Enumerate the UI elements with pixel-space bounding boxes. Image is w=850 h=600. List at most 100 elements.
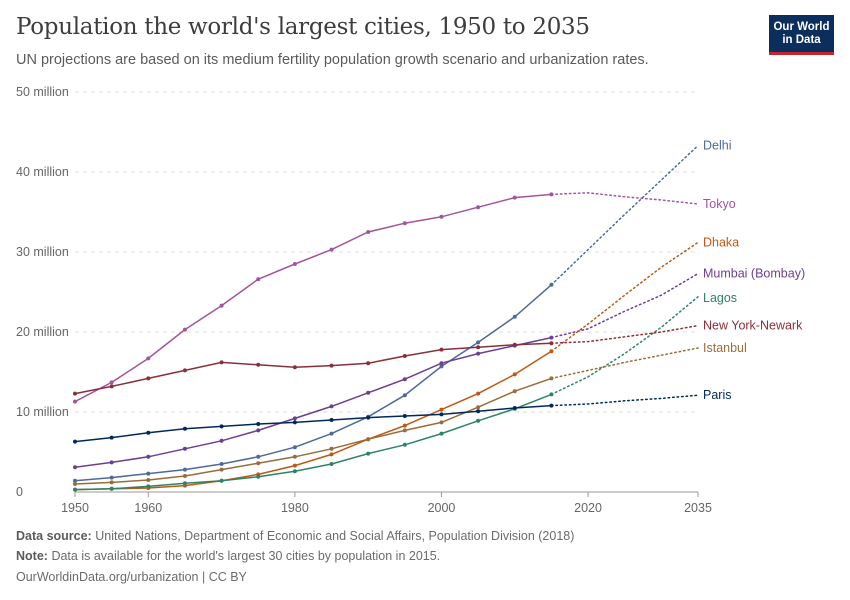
- data-point-istanbul[interactable]: [292, 454, 297, 459]
- series-projection-tokyo[interactable]: [550, 192, 699, 205]
- data-point-lagos[interactable]: [402, 442, 407, 447]
- data-point-istanbul[interactable]: [146, 478, 151, 482]
- data-point-delhi[interactable]: [109, 475, 114, 480]
- data-point-istanbul[interactable]: [219, 467, 224, 472]
- data-point-tokyo[interactable]: [73, 399, 77, 404]
- data-point-delhi[interactable]: [329, 431, 334, 436]
- data-point-dhaka[interactable]: [329, 452, 334, 457]
- series-line-delhi[interactable]: [74, 284, 552, 482]
- data-point-paris[interactable]: [292, 420, 297, 425]
- data-point-istanbul[interactable]: [256, 461, 261, 466]
- data-point-delhi[interactable]: [476, 340, 481, 345]
- data-point-istanbul[interactable]: [73, 482, 77, 486]
- data-point-lagos[interactable]: [439, 431, 444, 436]
- series-line-tokyo[interactable]: [74, 193, 552, 403]
- data-point-lagos[interactable]: [219, 478, 224, 483]
- data-point-delhi[interactable]: [146, 471, 151, 476]
- data-point-lagos[interactable]: [73, 487, 77, 492]
- data-point-mumbai-bombay[interactable]: [73, 465, 77, 470]
- data-point-istanbul[interactable]: [439, 420, 444, 425]
- data-point-new-york-newark[interactable]: [329, 363, 334, 368]
- data-point-tokyo[interactable]: [109, 380, 114, 385]
- data-point-istanbul[interactable]: [366, 437, 371, 442]
- data-point-mumbai-bombay[interactable]: [402, 377, 407, 382]
- data-point-dhaka[interactable]: [549, 349, 554, 354]
- data-point-lagos[interactable]: [292, 469, 297, 474]
- data-point-dhaka[interactable]: [292, 463, 297, 468]
- series-line-dhaka[interactable]: [74, 350, 552, 491]
- data-point-delhi[interactable]: [439, 364, 444, 369]
- data-point-new-york-newark[interactable]: [292, 365, 297, 370]
- data-point-tokyo[interactable]: [476, 205, 481, 210]
- data-point-mumbai-bombay[interactable]: [182, 446, 187, 451]
- data-point-istanbul[interactable]: [182, 474, 187, 478]
- data-point-dhaka[interactable]: [476, 391, 481, 396]
- data-point-tokyo[interactable]: [256, 277, 261, 282]
- data-point-paris[interactable]: [512, 406, 517, 410]
- series-projection-delhi[interactable]: [550, 144, 699, 286]
- data-point-paris[interactable]: [402, 414, 407, 418]
- data-point-delhi[interactable]: [256, 454, 261, 459]
- data-point-mumbai-bombay[interactable]: [439, 361, 444, 366]
- data-point-istanbul[interactable]: [329, 446, 334, 451]
- data-point-new-york-newark[interactable]: [439, 347, 444, 352]
- data-point-istanbul[interactable]: [512, 389, 517, 394]
- data-point-lagos[interactable]: [109, 486, 114, 491]
- data-point-delhi[interactable]: [182, 467, 187, 472]
- data-point-delhi[interactable]: [219, 462, 224, 466]
- series-line-new-york-newark[interactable]: [74, 342, 552, 395]
- source-url[interactable]: OurWorldinData.org/urbanization | CC BY: [16, 570, 247, 584]
- data-point-mumbai-bombay[interactable]: [476, 351, 481, 356]
- data-point-tokyo[interactable]: [146, 356, 151, 361]
- data-point-istanbul[interactable]: [549, 376, 554, 381]
- data-point-delhi[interactable]: [73, 478, 77, 483]
- series-projection-dhaka[interactable]: [550, 241, 699, 352]
- series-projection-mumbai-bombay[interactable]: [550, 272, 699, 339]
- series-line-lagos[interactable]: [74, 393, 552, 491]
- data-point-lagos[interactable]: [146, 484, 151, 489]
- data-point-new-york-newark[interactable]: [182, 368, 187, 373]
- data-point-new-york-newark[interactable]: [256, 362, 261, 367]
- data-point-lagos[interactable]: [476, 418, 481, 423]
- data-point-paris[interactable]: [366, 415, 371, 420]
- data-point-new-york-newark[interactable]: [549, 341, 554, 346]
- series-projection-paris[interactable]: [550, 394, 699, 407]
- series-projection-new-york-newark[interactable]: [550, 324, 699, 344]
- data-point-lagos[interactable]: [329, 462, 334, 466]
- data-point-dhaka[interactable]: [402, 423, 407, 428]
- data-point-lagos[interactable]: [182, 481, 187, 486]
- data-point-tokyo[interactable]: [292, 262, 297, 266]
- data-point-new-york-newark[interactable]: [219, 360, 224, 365]
- data-point-tokyo[interactable]: [512, 195, 517, 200]
- data-point-delhi[interactable]: [402, 393, 407, 398]
- series-line-paris[interactable]: [74, 404, 552, 443]
- data-point-mumbai-bombay[interactable]: [292, 416, 297, 421]
- data-point-paris[interactable]: [109, 435, 114, 440]
- data-point-paris[interactable]: [219, 424, 224, 429]
- data-point-mumbai-bombay[interactable]: [256, 428, 261, 433]
- data-point-paris[interactable]: [329, 418, 334, 422]
- data-point-mumbai-bombay[interactable]: [549, 335, 554, 340]
- data-point-dhaka[interactable]: [439, 407, 444, 412]
- series-line-istanbul[interactable]: [74, 377, 552, 485]
- data-point-lagos[interactable]: [549, 392, 554, 397]
- data-point-delhi[interactable]: [549, 282, 554, 287]
- data-point-paris[interactable]: [549, 403, 554, 408]
- data-point-paris[interactable]: [182, 426, 187, 431]
- data-point-paris[interactable]: [256, 422, 261, 426]
- data-point-paris[interactable]: [439, 412, 444, 417]
- data-point-tokyo[interactable]: [402, 221, 407, 226]
- series-projection-lagos[interactable]: [550, 296, 699, 396]
- data-point-tokyo[interactable]: [329, 247, 334, 252]
- data-point-mumbai-bombay[interactable]: [146, 454, 151, 459]
- series-projection-istanbul[interactable]: [550, 347, 699, 380]
- data-point-new-york-newark[interactable]: [109, 384, 114, 389]
- data-point-new-york-newark[interactable]: [402, 354, 407, 358]
- data-point-new-york-newark[interactable]: [73, 391, 77, 396]
- data-point-tokyo[interactable]: [219, 303, 224, 308]
- data-point-istanbul[interactable]: [476, 405, 481, 410]
- data-point-tokyo[interactable]: [549, 192, 554, 197]
- data-point-delhi[interactable]: [292, 445, 297, 450]
- data-point-lagos[interactable]: [366, 451, 371, 456]
- data-point-paris[interactable]: [146, 430, 151, 435]
